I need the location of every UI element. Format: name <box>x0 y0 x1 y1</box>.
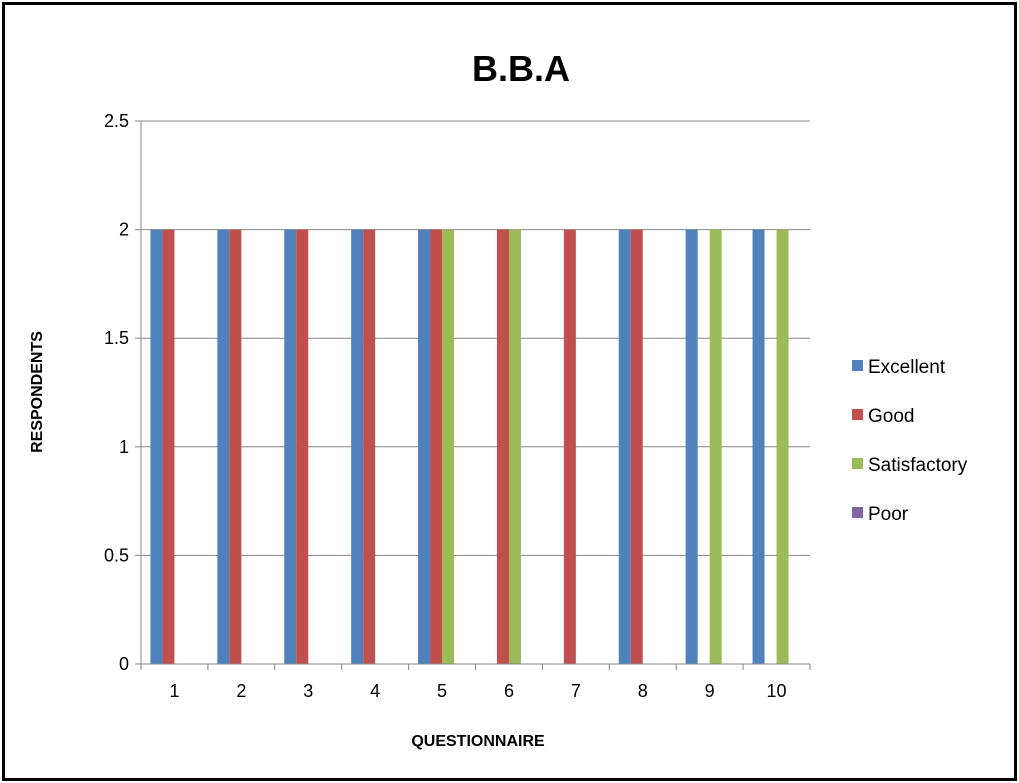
x-tick-label: 6 <box>504 681 514 701</box>
x-tick-label: 2 <box>236 681 246 701</box>
chart-title: B.B.A <box>472 48 570 89</box>
x-tick-labels: 1 2 3 4 5 6 7 8 9 10 <box>169 681 786 701</box>
x-tick-label: 5 <box>437 681 447 701</box>
x-tick-label: 4 <box>370 681 380 701</box>
bar-excellent-q9 <box>685 229 698 664</box>
bar-good-q4 <box>363 229 376 664</box>
x-tick-label: 9 <box>705 681 715 701</box>
bar-satisfactory-q9 <box>709 229 722 664</box>
bar-good-q8 <box>630 229 643 664</box>
legend-swatch-excellent <box>852 360 863 371</box>
legend-label-good: Good <box>868 406 914 427</box>
x-tick-label: 10 <box>767 681 787 701</box>
x-tick-label: 1 <box>169 681 179 701</box>
bar-excellent-q8 <box>618 229 631 664</box>
bar-good-q3 <box>296 229 309 664</box>
y-tick-label: 0.5 <box>104 545 129 565</box>
legend-label-satisfactory: Satisfactory <box>868 455 968 476</box>
bar-excellent-q10 <box>752 229 765 664</box>
bar-good-q5 <box>430 229 443 664</box>
x-tick-label: 7 <box>571 681 581 701</box>
bar-excellent-q2 <box>217 229 230 664</box>
bar-satisfactory-q5 <box>442 229 455 664</box>
y-tick-label: 0 <box>119 654 129 674</box>
gridlines <box>135 120 810 665</box>
bar-good-q6 <box>496 229 509 664</box>
x-axis-title: QUESTIONNAIRE <box>411 733 545 750</box>
y-tick-label: 2.5 <box>104 111 129 131</box>
y-tick-labels: 0 0.5 1 1.5 2 2.5 <box>104 111 129 674</box>
y-axis-title: RESPONDENTS <box>29 331 46 453</box>
bar-good-q1 <box>162 229 175 664</box>
y-tick-label: 1 <box>119 437 129 457</box>
bars <box>150 229 789 664</box>
legend: Excellent Good Satisfactory Poor <box>852 357 968 525</box>
axes <box>140 121 811 670</box>
bar-excellent-q4 <box>351 229 364 664</box>
legend-label-excellent: Excellent <box>868 357 946 378</box>
bar-satisfactory-q6 <box>508 229 521 664</box>
bar-excellent-q3 <box>284 229 297 664</box>
x-tick-label: 8 <box>638 681 648 701</box>
legend-swatch-good <box>852 409 863 420</box>
bar-good-q2 <box>229 229 242 664</box>
y-tick-label: 1.5 <box>104 328 129 348</box>
x-tick-label: 3 <box>303 681 313 701</box>
bar-satisfactory-q10 <box>776 229 789 664</box>
legend-swatch-satisfactory <box>852 458 863 469</box>
y-tick-label: 2 <box>119 220 129 240</box>
legend-swatch-poor <box>852 507 863 518</box>
bar-good-q7 <box>563 229 576 664</box>
bar-excellent-q1 <box>150 229 163 664</box>
legend-label-poor: Poor <box>868 504 909 525</box>
bar-excellent-q5 <box>418 229 431 664</box>
